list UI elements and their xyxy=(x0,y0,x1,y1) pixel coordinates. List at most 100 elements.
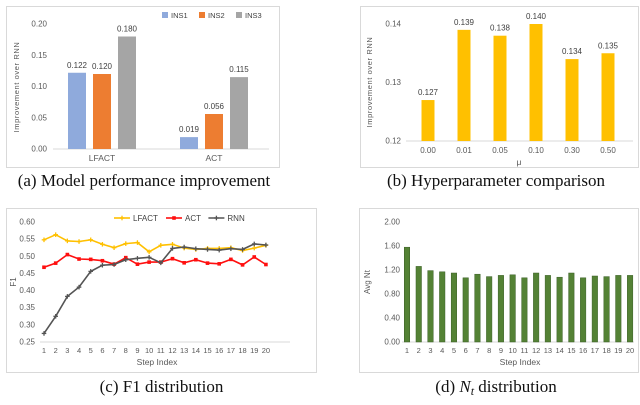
svg-text:8: 8 xyxy=(124,346,128,355)
svg-text:2: 2 xyxy=(417,346,421,355)
svg-text:2: 2 xyxy=(54,346,58,355)
svg-text:μ: μ xyxy=(517,157,522,167)
svg-text:15: 15 xyxy=(567,346,575,355)
svg-text:12: 12 xyxy=(168,346,176,355)
svg-text:11: 11 xyxy=(521,346,529,355)
grouped-bar-chart-model-improvement: 0.00 0.05 0.10 0.15 0.20 Improvement over RNN… xyxy=(12,11,269,163)
caption-a: (a) Model performance improvement xyxy=(17,171,271,190)
svg-text:6: 6 xyxy=(100,346,104,355)
bar-chart-hyperparameter: 0.12 0.13 0.14 Improvement over RNN 0.127 0.0… xyxy=(365,12,633,167)
svg-text:0.50: 0.50 xyxy=(19,252,35,261)
svg-text:1: 1 xyxy=(42,346,46,355)
svg-text:18: 18 xyxy=(238,346,246,355)
svg-text:17: 17 xyxy=(591,346,599,355)
svg-text:0.80: 0.80 xyxy=(384,290,400,299)
chart-panel-nt-distribution: 0.00 0.40 0.80 1.20 1.60 2.00 Avg Nt 1 2 3 4 5 6 7 8 9 1… xyxy=(359,208,639,373)
svg-text:14: 14 xyxy=(192,346,200,355)
svg-text:4: 4 xyxy=(77,346,81,355)
svg-text:10: 10 xyxy=(145,346,153,355)
svg-text:12: 12 xyxy=(532,346,540,355)
svg-text:0.056: 0.056 xyxy=(204,102,225,111)
svg-text:0.20: 0.20 xyxy=(31,20,47,29)
svg-text:20: 20 xyxy=(262,346,270,355)
svg-text:0.135: 0.135 xyxy=(598,41,619,50)
svg-text:8: 8 xyxy=(487,346,491,355)
svg-text:7: 7 xyxy=(475,346,479,355)
caption-c: (c) F1 distribution xyxy=(99,377,224,396)
svg-text:0.55: 0.55 xyxy=(19,235,35,244)
caption-d-suffix: distribution xyxy=(474,377,557,396)
chart-panel-model-improvement: 0.00 0.05 0.10 0.15 0.20 Improvement over RNN… xyxy=(6,6,280,168)
svg-text:0.05: 0.05 xyxy=(492,146,508,155)
caption-d-variable: N xyxy=(459,377,471,396)
svg-text:0.40: 0.40 xyxy=(19,286,35,295)
svg-text:17: 17 xyxy=(227,346,235,355)
svg-text:11: 11 xyxy=(157,346,165,355)
svg-text:0.50: 0.50 xyxy=(600,146,616,155)
svg-text:ACT: ACT xyxy=(185,214,201,223)
svg-text:1: 1 xyxy=(405,346,409,355)
svg-text:0.13: 0.13 xyxy=(385,78,401,87)
svg-text:7: 7 xyxy=(112,346,116,355)
svg-text:13: 13 xyxy=(180,346,188,355)
svg-text:10: 10 xyxy=(508,346,516,355)
svg-text:Avg Nt: Avg Nt xyxy=(363,269,372,294)
svg-text:Improvement over RNN: Improvement over RNN xyxy=(365,37,374,128)
svg-text:0.25: 0.25 xyxy=(19,338,35,347)
svg-text:3: 3 xyxy=(65,346,69,355)
svg-text:13: 13 xyxy=(544,346,552,355)
svg-text:0.14: 0.14 xyxy=(385,20,401,29)
svg-text:0.10: 0.10 xyxy=(31,82,47,91)
svg-text:2.00: 2.00 xyxy=(384,218,400,227)
svg-text:0.139: 0.139 xyxy=(454,18,475,27)
svg-text:0.40: 0.40 xyxy=(384,314,400,323)
svg-text:Improvement over RNN: Improvement over RNN xyxy=(12,42,21,133)
svg-text:0.30: 0.30 xyxy=(19,320,35,329)
svg-text:0.45: 0.45 xyxy=(19,269,35,278)
svg-text:F1: F1 xyxy=(9,277,18,287)
svg-text:20: 20 xyxy=(626,346,634,355)
svg-text:16: 16 xyxy=(579,346,587,355)
svg-text:RNN: RNN xyxy=(227,214,245,223)
svg-text:0.35: 0.35 xyxy=(19,303,35,312)
svg-text:LFACT: LFACT xyxy=(89,153,115,163)
svg-text:0.15: 0.15 xyxy=(31,51,47,60)
svg-text:14: 14 xyxy=(555,346,563,355)
svg-text:4: 4 xyxy=(440,346,444,355)
svg-text:9: 9 xyxy=(499,346,503,355)
svg-text:5: 5 xyxy=(452,346,456,355)
svg-text:5: 5 xyxy=(89,346,93,355)
svg-text:0.019: 0.019 xyxy=(179,125,200,134)
svg-text:0.30: 0.30 xyxy=(564,146,580,155)
svg-text:Step Index: Step Index xyxy=(137,357,178,367)
svg-text:19: 19 xyxy=(250,346,258,355)
svg-text:1.60: 1.60 xyxy=(384,242,400,251)
svg-text:0.10: 0.10 xyxy=(528,146,544,155)
svg-text:15: 15 xyxy=(203,346,211,355)
caption-d-prefix: (d) xyxy=(435,377,460,396)
svg-text:0.01: 0.01 xyxy=(456,146,472,155)
svg-text:0.00: 0.00 xyxy=(384,338,400,347)
caption-d-subscript: t xyxy=(470,384,475,398)
svg-text:Step Index: Step Index xyxy=(500,357,541,367)
svg-text:INS1: INS1 xyxy=(171,11,188,20)
caption-b: (b) Hyperparameter comparison xyxy=(386,171,606,190)
caption-d: (d) Nt distribution xyxy=(352,377,640,399)
svg-text:16: 16 xyxy=(215,346,223,355)
svg-text:0.60: 0.60 xyxy=(19,218,35,227)
svg-text:0.120: 0.120 xyxy=(92,62,113,71)
svg-text:19: 19 xyxy=(614,346,622,355)
svg-text:0.140: 0.140 xyxy=(526,12,547,21)
chart-panel-hyperparameter: 0.12 0.13 0.14 Improvement over RNN 0.127 0.0… xyxy=(360,6,639,168)
svg-text:0.180: 0.180 xyxy=(117,25,138,34)
svg-text:LFACT: LFACT xyxy=(133,214,158,223)
svg-text:0.127: 0.127 xyxy=(418,88,439,97)
svg-text:3: 3 xyxy=(428,346,432,355)
svg-text:INS3: INS3 xyxy=(245,11,262,20)
svg-text:0.122: 0.122 xyxy=(67,61,88,70)
svg-text:ACT: ACT xyxy=(206,153,223,163)
chart-panel-f1-distribution: 0.25 0.30 0.35 0.40 0.45 0.50 0.55 0.60 F1 1 2 3 4 5 6… xyxy=(6,208,317,373)
